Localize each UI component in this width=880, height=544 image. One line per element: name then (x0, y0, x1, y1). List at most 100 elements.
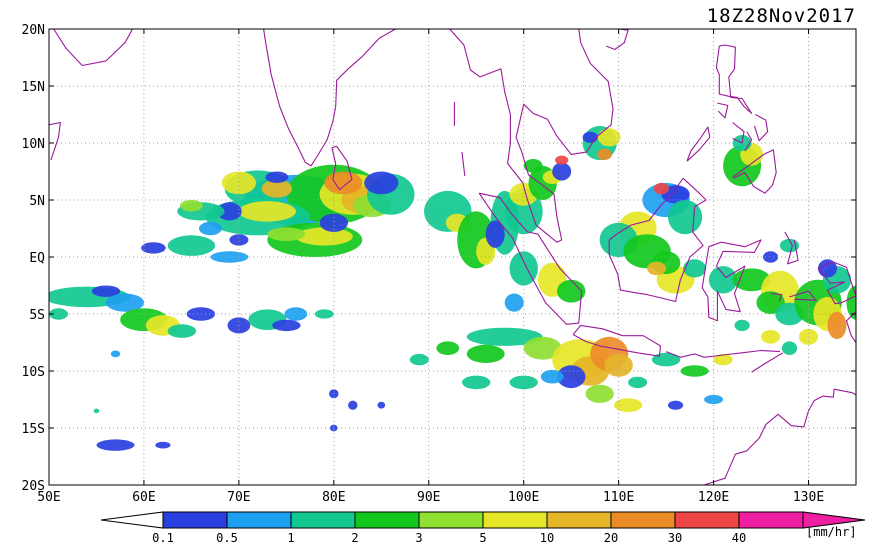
coastline-segment (686, 126, 711, 162)
precip-cell (846, 285, 856, 320)
legend-tick-label: 1 (287, 531, 294, 544)
precip-cell (799, 328, 818, 345)
precip-cell (523, 336, 562, 360)
precip-cell (613, 398, 643, 413)
precip-cell (597, 128, 621, 147)
precip-cell (557, 279, 586, 303)
legend-swatch (418, 511, 484, 529)
legend-tick-label: 2 (351, 531, 358, 544)
precip-cell (91, 285, 121, 297)
coastline-segment (753, 114, 769, 142)
precip-cell (364, 171, 399, 195)
legend-tick-label: 40 (732, 531, 746, 544)
precip-cell (683, 259, 706, 278)
lat-tick-label: EQ (29, 251, 45, 266)
legend-tick-label: 3 (415, 531, 422, 544)
lon-tick-label: 50E (37, 490, 60, 505)
precip-cell (680, 365, 709, 377)
legend-swatch (738, 511, 804, 529)
graticule (49, 29, 856, 485)
coastline-segment (732, 122, 745, 144)
precip-cell (557, 365, 586, 389)
coastline-segment (449, 29, 614, 243)
lat-tick-label: 20S (22, 479, 45, 494)
coastline-segment (717, 102, 729, 119)
coastline-segment (608, 177, 707, 303)
lon-tick-label: 70E (227, 490, 250, 505)
precip-cell (555, 155, 569, 165)
precip-cell (668, 400, 684, 410)
coastline-segment (732, 149, 777, 194)
precip-cell (186, 307, 216, 321)
precip-cell (167, 235, 216, 256)
coastline-segment (53, 29, 133, 67)
precip-cell (319, 213, 348, 232)
coastline-segment (461, 152, 466, 177)
precip-cell (596, 148, 613, 161)
precip-cell (93, 408, 100, 414)
lon-tick-label: 130E (793, 490, 824, 505)
legend-swatch (674, 511, 740, 529)
precip-cell (704, 394, 724, 405)
precip-cell (96, 439, 135, 451)
lon-tick-label: 120E (698, 490, 729, 505)
coastline-segment (751, 352, 784, 373)
coastline-segment (845, 311, 856, 343)
legend-swatch (354, 511, 420, 529)
coastline-segment (784, 231, 799, 265)
lat-tick-label: 10N (22, 137, 45, 152)
legend-swatch (226, 511, 292, 529)
precip-cell (229, 234, 249, 246)
precip-cell (781, 341, 798, 356)
legend-over-arrow (802, 511, 866, 529)
legend-swatch (162, 511, 228, 529)
precip-cell (647, 261, 667, 276)
precip-cell (540, 369, 564, 384)
precip-cell (713, 353, 733, 366)
precip-cell (436, 341, 460, 356)
lat-tick-label: 5N (29, 194, 45, 209)
precip-cell (552, 162, 572, 181)
coastline-segment (744, 131, 753, 152)
precip-cell (818, 259, 837, 278)
precip-cell (217, 202, 242, 221)
lon-tick-label: 80E (322, 490, 345, 505)
precip-cell (827, 311, 847, 340)
precip-cell (523, 159, 543, 173)
precip-cell (261, 179, 293, 198)
color-legend: [mm/hr] 0.1 0.5 1 2 3 5 10 20 30 40 (100, 511, 866, 544)
coastline-segment (789, 290, 817, 301)
precip-cell (761, 330, 781, 344)
precip-cell (167, 324, 197, 338)
precip-cell (763, 251, 779, 263)
precip-cell (284, 307, 308, 321)
lon-tick-label: 110E (603, 490, 634, 505)
legend-swatch (546, 511, 612, 529)
precip-cell (509, 375, 538, 390)
legend-tick-label: 0.5 (216, 531, 238, 544)
coastlines (49, 29, 856, 485)
precip-cell (462, 375, 491, 390)
precip-cell (155, 441, 171, 449)
precip-cell (272, 319, 301, 332)
lon-tick-label: 100E (508, 490, 539, 505)
precip-cell (314, 309, 334, 319)
precip-cell (238, 201, 296, 222)
coastline-segment (331, 145, 353, 191)
coastline-segment (702, 388, 856, 485)
precip-cell (509, 251, 538, 286)
precip-cell (221, 171, 256, 195)
precip-cell (49, 308, 68, 320)
legend-tick-label: 10 (540, 531, 554, 544)
coastline-segment (770, 292, 783, 302)
coastline-segment (665, 349, 781, 358)
coastline-segment (606, 29, 629, 51)
legend-swatch (290, 511, 356, 529)
precip-cell (106, 293, 144, 312)
precip-cell (708, 266, 738, 294)
precip-cell (466, 344, 505, 363)
legend-unit: [mm/hr] (806, 525, 857, 539)
map-title: 18Z28Nov2017 (707, 5, 856, 27)
legend-tick-label: 5 (479, 531, 486, 544)
precip-cell (348, 400, 358, 410)
